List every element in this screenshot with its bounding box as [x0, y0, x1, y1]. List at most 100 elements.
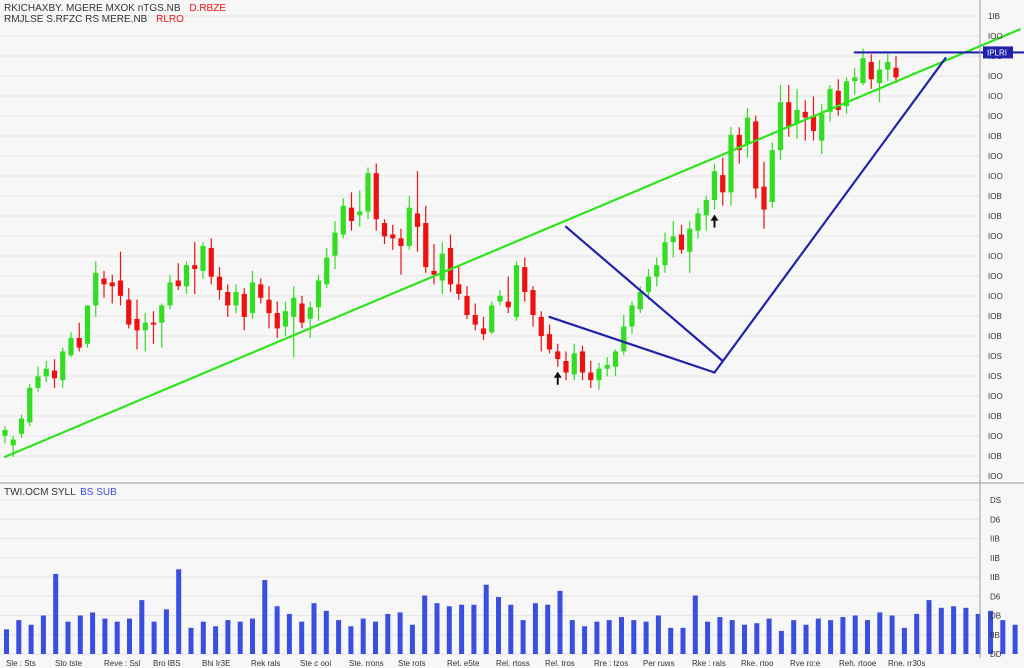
candle-up	[695, 213, 701, 231]
candle-up	[827, 88, 833, 112]
date-tick-label: Rve ro:e	[790, 659, 821, 668]
volume-bar	[176, 569, 182, 654]
candle-up	[332, 232, 338, 256]
volume-panel	[4, 569, 1018, 654]
volume-bar	[114, 621, 120, 654]
up-arrow-icon	[553, 371, 562, 378]
price-panel	[2, 48, 899, 457]
candle-up	[621, 326, 627, 352]
candle-up	[249, 282, 256, 314]
candle-up	[35, 376, 41, 388]
volume-bar	[963, 607, 969, 654]
volume-bar	[692, 595, 698, 654]
date-tick-label: Reh. rtooe	[839, 659, 877, 668]
candle-up	[159, 305, 165, 323]
volume-bar	[323, 610, 329, 654]
volume-bar	[852, 615, 858, 654]
candle-down	[390, 234, 396, 239]
candle-down	[563, 361, 569, 373]
volume-bar	[397, 612, 403, 654]
volume-bar	[717, 617, 723, 654]
candle-down	[447, 247, 454, 285]
price-tick-label: IOO	[988, 432, 1003, 441]
candle-up	[406, 207, 412, 246]
volume-bar	[643, 621, 649, 654]
candle-down	[109, 282, 115, 287]
price-tick-label: IOB	[988, 332, 1002, 341]
candle-up	[27, 387, 33, 423]
candle-up	[612, 351, 619, 367]
candle-down	[117, 280, 124, 296]
date-tick-label: Rek rals	[251, 659, 280, 668]
candle-down	[381, 223, 388, 237]
price-tick-label: IOO	[988, 472, 1003, 481]
volume-bar	[901, 627, 907, 654]
date-tick-label: Rne. rr30s	[888, 659, 925, 668]
volume-bar	[434, 603, 440, 654]
candle-up	[340, 205, 346, 235]
volume-bar	[4, 629, 9, 654]
price-marker-label: IPLRI	[987, 48, 1007, 57]
candle-up	[670, 236, 676, 243]
candle-down	[150, 322, 157, 325]
header-line2-text: RMJLSE S.RFZC RS MERE.NB	[4, 14, 148, 25]
date-tick-label: Bro IBS	[153, 659, 181, 668]
volume-bar	[348, 626, 354, 654]
candle-down	[258, 284, 264, 298]
candle-up	[662, 242, 668, 266]
volume-bar	[151, 621, 157, 654]
volume-axis: DS D6 IIB IIB IIB D6 DB IIB DD	[990, 496, 1002, 659]
candle-up	[282, 311, 289, 327]
candle-down	[431, 270, 437, 275]
volume-bar	[951, 606, 957, 654]
date-tick-label: Per ruws	[643, 659, 675, 668]
candle-down	[868, 62, 874, 80]
price-tick-label: IOO	[988, 92, 1003, 101]
candle-down	[893, 67, 899, 78]
volume-bar	[926, 600, 932, 654]
volume-tick-label: IIB	[990, 535, 1000, 544]
candle-down	[274, 313, 280, 329]
candle-down	[76, 338, 82, 348]
price-tick-label: IOO	[988, 292, 1003, 301]
volume-bar	[373, 621, 378, 654]
candle-up	[596, 368, 602, 381]
volume-bar	[803, 624, 809, 654]
price-tick-label: IOO	[988, 392, 1003, 401]
volume-bar	[77, 615, 83, 654]
candle-up	[497, 295, 503, 302]
rally-line	[713, 57, 947, 374]
volume-bar	[483, 584, 489, 654]
grid-layer	[0, 15, 980, 655]
channel-bottom-line	[548, 315, 716, 374]
candle-up	[819, 113, 825, 141]
volume-bar	[889, 615, 895, 654]
volume-bar	[606, 620, 612, 654]
price-tick-label: IOB	[988, 452, 1002, 461]
volume-header-blue: BS SUB	[80, 487, 117, 498]
candle-down	[126, 299, 132, 325]
volume-bar	[409, 624, 415, 654]
volume-bar	[938, 607, 944, 654]
date-tick-label: Sle : Sts	[6, 659, 36, 668]
volume-bar	[200, 621, 206, 654]
candle-down	[522, 267, 528, 292]
price-tick-label: IOB	[988, 212, 1002, 221]
volume-bar	[286, 613, 292, 654]
volume-bar	[619, 617, 624, 654]
candle-down	[480, 328, 487, 335]
volume-tick-label: DS	[990, 496, 1001, 505]
candle-down	[579, 351, 586, 373]
volume-bar	[471, 604, 477, 654]
volume-bar	[336, 620, 342, 654]
volume-bar	[520, 620, 526, 654]
candle-down	[216, 276, 223, 291]
candle-up	[357, 211, 363, 216]
volume-bar	[188, 627, 194, 654]
candle-up	[315, 280, 322, 308]
candle-up	[794, 109, 800, 124]
volume-bar	[225, 620, 231, 654]
volume-bar	[90, 612, 96, 654]
volume-tick-label: IIB	[990, 554, 1000, 563]
candle-down	[530, 290, 536, 315]
